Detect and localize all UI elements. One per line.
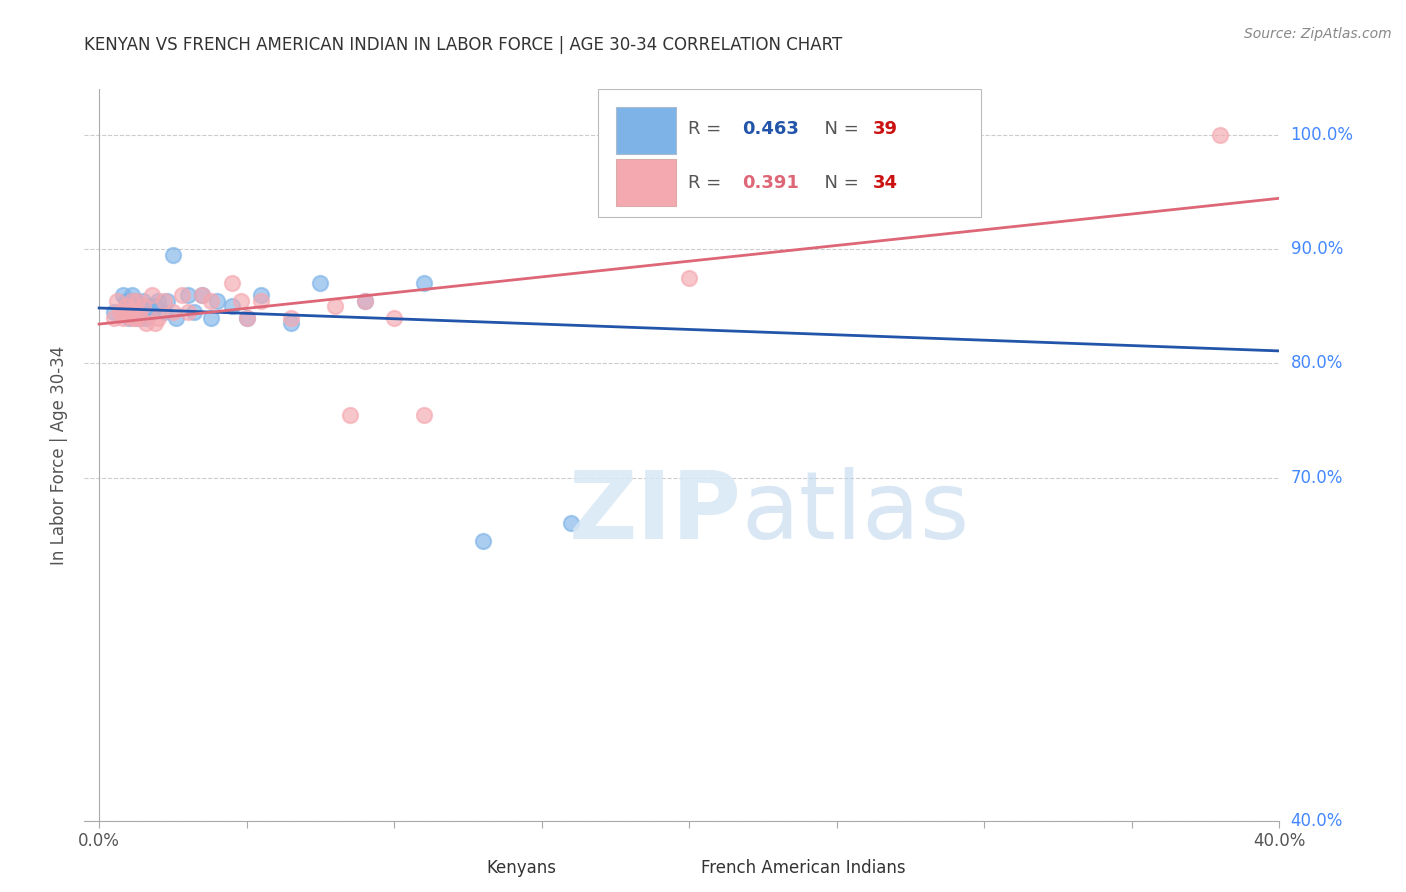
Text: N =: N = [813, 120, 865, 138]
Point [121, 288, 143, 302]
Point [143, 317, 166, 331]
Point [191, 288, 214, 302]
Point [1209, 128, 1232, 142]
Text: 0.391: 0.391 [742, 174, 799, 192]
Point [121, 293, 143, 308]
Point [127, 293, 149, 308]
Text: 80.0%: 80.0% [1291, 354, 1343, 373]
Point [121, 310, 143, 325]
Point [412, 408, 434, 422]
Point [183, 305, 205, 319]
Point [353, 293, 375, 308]
Text: 34: 34 [873, 174, 898, 192]
Point [280, 310, 302, 325]
Point [132, 299, 155, 313]
Point [135, 317, 157, 331]
FancyBboxPatch shape [440, 857, 478, 880]
Point [678, 270, 700, 285]
Point [103, 305, 125, 319]
Point [382, 310, 405, 325]
Point [129, 310, 152, 325]
Point [205, 293, 228, 308]
Point [111, 310, 134, 325]
Point [124, 305, 146, 319]
Point [221, 277, 243, 291]
Point [146, 310, 169, 325]
Text: 39: 39 [873, 120, 898, 138]
Point [156, 293, 179, 308]
Text: 40.0%: 40.0% [1291, 812, 1343, 830]
Point [153, 293, 176, 308]
Point [471, 533, 494, 548]
Point [129, 310, 152, 325]
Text: 0.463: 0.463 [742, 120, 799, 138]
Point [353, 293, 375, 308]
Text: KENYAN VS FRENCH AMERICAN INDIAN IN LABOR FORCE | AGE 30-34 CORRELATION CHART: KENYAN VS FRENCH AMERICAN INDIAN IN LABO… [84, 36, 842, 54]
Point [176, 288, 198, 302]
Point [124, 310, 146, 325]
Point [117, 310, 139, 325]
Point [114, 299, 136, 313]
Text: Source: ZipAtlas.com: Source: ZipAtlas.com [1244, 27, 1392, 41]
FancyBboxPatch shape [616, 107, 676, 154]
Point [162, 305, 184, 319]
Point [191, 288, 214, 302]
Point [135, 310, 157, 325]
Point [103, 310, 125, 325]
Point [235, 310, 257, 325]
Point [105, 293, 128, 308]
Point [200, 293, 222, 308]
Point [127, 299, 149, 313]
Point [132, 293, 155, 308]
Point [146, 293, 169, 308]
Point [132, 299, 155, 313]
FancyBboxPatch shape [655, 857, 695, 880]
Point [250, 293, 273, 308]
Point [117, 305, 139, 319]
Point [309, 277, 332, 291]
Text: atlas: atlas [742, 467, 970, 559]
FancyBboxPatch shape [616, 160, 676, 206]
Point [165, 310, 187, 325]
Point [412, 277, 434, 291]
Text: 100.0%: 100.0% [1291, 126, 1354, 144]
Text: N =: N = [813, 174, 865, 192]
Point [229, 293, 252, 308]
Point [143, 299, 166, 313]
Y-axis label: In Labor Force | Age 30-34: In Labor Force | Age 30-34 [51, 345, 69, 565]
Text: 70.0%: 70.0% [1291, 469, 1343, 487]
Point [108, 305, 131, 319]
Text: ZIP: ZIP [569, 467, 742, 559]
Point [170, 288, 193, 302]
Point [127, 310, 149, 325]
Point [280, 317, 302, 331]
Point [884, 151, 907, 165]
Point [121, 293, 143, 308]
Point [339, 408, 361, 422]
Point [138, 299, 160, 313]
Point [176, 305, 198, 319]
Point [560, 516, 582, 531]
Point [141, 288, 163, 302]
Text: Kenyans: Kenyans [486, 859, 555, 877]
Point [250, 288, 273, 302]
Point [162, 248, 184, 262]
FancyBboxPatch shape [599, 89, 981, 218]
Text: R =: R = [688, 120, 727, 138]
Point [153, 305, 176, 319]
Point [124, 293, 146, 308]
Point [141, 305, 163, 319]
Text: R =: R = [688, 174, 727, 192]
Point [114, 293, 136, 308]
Point [135, 305, 157, 319]
Point [117, 299, 139, 313]
Point [221, 299, 243, 313]
Point [200, 310, 222, 325]
Point [323, 299, 346, 313]
Point [235, 310, 257, 325]
Text: French American Indians: French American Indians [702, 859, 905, 877]
Point [111, 288, 134, 302]
Text: 90.0%: 90.0% [1291, 240, 1343, 258]
